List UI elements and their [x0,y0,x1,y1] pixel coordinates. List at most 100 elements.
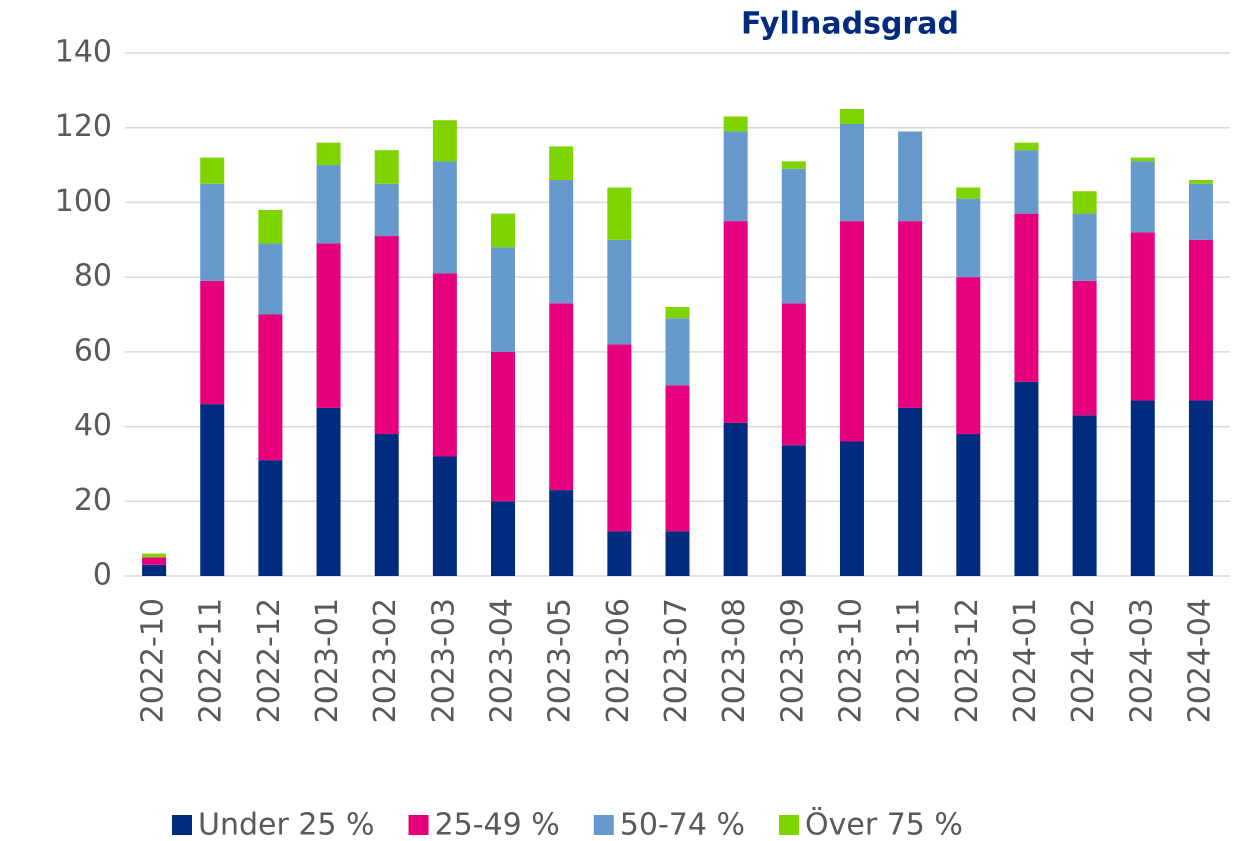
legend-label: 25-49 % [435,808,560,841]
bar-segment [607,531,632,576]
bar-segment [374,434,399,576]
bar-segment [723,116,748,132]
bar-segment [432,161,457,274]
bar-segment [549,180,574,304]
bar-segment [956,434,981,576]
x-tick-label: 2023-01 [310,598,345,723]
bar-segment [142,553,167,558]
bar-segment [1188,180,1213,184]
legend-swatch [408,815,429,835]
bar-segment [898,221,923,408]
chart-title: Fyllnadsgrad [741,7,959,42]
legend-label: Under 25 % [198,808,375,841]
bar-segment [316,243,341,408]
bar-segment [491,247,516,352]
bar-segment [1188,183,1213,240]
bar-segment [258,243,283,315]
bar-segment [898,407,923,576]
legend-label: 50-74 % [620,808,745,841]
x-tick-label: 2024-03 [1124,598,1159,723]
bar-segment [956,198,981,278]
bar-segment [200,157,225,184]
bar-segment [1130,232,1155,401]
y-tick-label: 120 [55,109,112,144]
bar-segment [839,109,864,124]
bar-segment [374,183,399,237]
bar-segment [723,221,748,423]
bar-segment [374,150,399,184]
y-tick-label: 60 [74,333,112,368]
bar-segment [781,168,806,304]
y-tick-label: 140 [55,35,112,70]
bar-segment [956,187,981,199]
bar-segment [665,385,690,532]
x-tick-label: 2022-11 [194,598,229,723]
x-tick-label: 2024-02 [1066,598,1101,723]
bar-segment [432,273,457,457]
bar-segment [665,307,690,319]
bar-segment [781,161,806,169]
bar-segment [142,564,167,576]
bar-segment [1014,150,1039,214]
bar-segment [258,460,283,576]
bar-segment [200,404,225,576]
bar-segment [898,131,923,222]
x-tick-label: 2023-02 [368,598,403,723]
bar-segment [781,445,806,576]
x-tick-label: 2023-05 [543,598,578,723]
bar-segment [491,213,516,248]
x-tick-label: 2024-04 [1182,598,1217,723]
bar-segment [1130,400,1155,576]
y-tick-label: 80 [74,259,112,294]
x-tick-label: 2023-04 [485,598,520,723]
y-tick-label: 40 [74,408,112,443]
x-tick-label: 2023-03 [426,598,461,723]
y-tick-label: 0 [93,558,112,593]
bar-segment [781,303,806,446]
bar-segment [258,209,283,244]
legend-swatch [779,815,799,835]
bar-segment [956,277,981,435]
bar-segment [316,407,341,576]
bar-segment [432,456,457,576]
x-tick-label: 2023-11 [892,598,927,723]
legend-swatch [593,815,614,835]
x-tick-label: 2023-08 [717,598,752,723]
bar-segment [1130,157,1155,162]
legend-label: Över 75 % [805,807,963,841]
bar-segment [1014,142,1039,151]
x-tick-label: 2023-09 [775,598,810,723]
legend-swatch [172,815,192,835]
bar-segment [607,239,632,345]
bar-segment [432,120,457,162]
bar-segment [665,531,690,576]
bar-segment [607,344,632,532]
bar-segment [316,165,341,244]
bar-segment [258,314,283,461]
bar-segment [665,318,690,386]
bar-segment [1072,191,1097,214]
bar-segment [200,183,225,281]
bar-segment [316,142,341,166]
bar-segment [1130,161,1155,233]
bar-segment [607,187,632,240]
x-tick-label: 2023-06 [601,598,636,723]
bar-segment [723,131,748,222]
x-tick-label: 2023-10 [833,598,868,723]
bar-segment [200,280,225,405]
x-tick-label: 2023-07 [659,598,694,723]
x-tick-label: 2022-10 [136,598,171,723]
bar-segment [142,557,167,565]
bar-segment [549,490,574,576]
x-tick-label: 2024-01 [1008,598,1043,723]
x-tick-label: 2023-12 [950,598,985,723]
bar-segment [839,123,864,222]
bar-segment [1072,213,1097,281]
y-tick-label: 20 [74,483,112,518]
bar-segment [723,422,748,576]
bar-segment [839,221,864,442]
bar-segment [1072,280,1097,416]
bar-segment [549,146,574,181]
bar-segment [1014,213,1039,382]
